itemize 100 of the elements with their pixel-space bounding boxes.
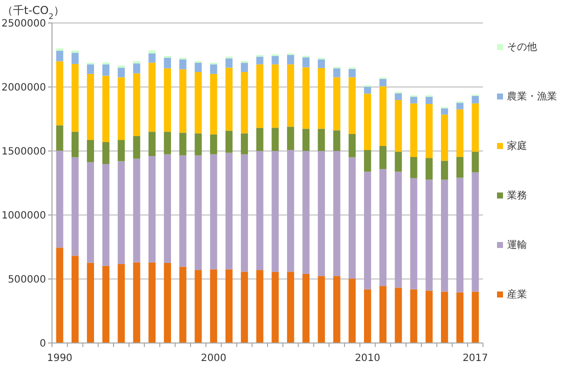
bar <box>225 130 233 153</box>
bar <box>72 157 79 256</box>
bar <box>287 126 294 150</box>
y-tick-label: 0 <box>40 338 46 350</box>
bar <box>410 289 418 343</box>
bar <box>118 65 125 68</box>
x-tick-label: 2017 <box>462 353 488 364</box>
bar <box>440 114 448 161</box>
bar <box>133 73 140 136</box>
bar <box>256 128 264 151</box>
bar <box>302 128 310 151</box>
bar <box>72 256 79 343</box>
bar <box>394 93 402 100</box>
bar <box>164 154 171 263</box>
bar <box>72 132 79 158</box>
bar <box>179 266 186 343</box>
x-tick-label: 2000 <box>200 353 226 364</box>
bar <box>133 158 140 262</box>
bar <box>102 142 110 164</box>
bar <box>318 151 325 276</box>
bar <box>287 55 294 64</box>
bar <box>379 86 386 146</box>
bar <box>256 64 264 128</box>
bar <box>456 178 464 292</box>
bar <box>148 132 156 156</box>
bar <box>164 68 171 132</box>
bar <box>133 63 140 74</box>
bar <box>426 104 433 158</box>
bar <box>210 269 218 343</box>
bar <box>225 58 233 68</box>
bar <box>133 136 140 159</box>
bar <box>179 59 186 70</box>
bar <box>302 67 310 129</box>
bar <box>287 150 294 272</box>
bar <box>426 290 433 343</box>
x-tick-label: 1990 <box>46 353 72 364</box>
bar <box>348 278 356 343</box>
bar <box>394 152 402 172</box>
bar <box>318 59 325 68</box>
bar <box>364 150 372 172</box>
bar <box>472 172 479 292</box>
bar <box>456 157 464 178</box>
bar <box>210 74 218 134</box>
bar <box>102 266 110 343</box>
bar <box>148 50 156 54</box>
bar <box>210 134 218 154</box>
bar <box>210 64 218 74</box>
bar <box>225 68 233 131</box>
bar <box>472 103 479 152</box>
legend-label: 農業・漁業 <box>507 90 557 102</box>
bar <box>148 156 156 262</box>
bar <box>472 152 479 172</box>
bar <box>194 72 202 134</box>
bar <box>456 109 464 158</box>
bar <box>318 68 325 129</box>
bar <box>240 154 248 272</box>
x-tick-label: 2010 <box>354 353 380 364</box>
bar <box>333 276 340 343</box>
bar <box>302 151 310 274</box>
bar <box>410 96 418 104</box>
bar <box>240 133 248 154</box>
legend-label: 運輸 <box>507 239 527 251</box>
bar <box>318 276 325 343</box>
bar <box>394 100 402 152</box>
bar <box>426 180 433 291</box>
bar <box>86 262 94 343</box>
bar <box>148 53 156 63</box>
bar <box>272 64 279 128</box>
bar <box>56 125 64 151</box>
bar <box>472 292 479 343</box>
y-axis-title: （千t-CO$_{2}$） <box>2 4 65 20</box>
bar <box>102 64 110 76</box>
bar <box>118 264 125 343</box>
bar <box>86 64 94 74</box>
bar <box>118 140 125 162</box>
legend-label: 産業 <box>507 288 527 300</box>
bar <box>102 164 110 266</box>
bar <box>379 78 386 86</box>
bar <box>225 269 233 343</box>
bar <box>348 157 356 279</box>
bar <box>333 68 340 78</box>
bar <box>56 61 64 126</box>
bar <box>379 169 386 286</box>
bar <box>394 288 402 343</box>
bar <box>148 62 156 132</box>
bar <box>164 58 171 68</box>
bar <box>410 103 418 158</box>
bar <box>164 132 171 154</box>
bar <box>118 77 125 140</box>
bar <box>194 133 202 156</box>
bar <box>456 102 464 110</box>
bar <box>56 248 64 343</box>
bar <box>440 292 448 343</box>
bar <box>133 262 140 343</box>
bar <box>456 292 464 343</box>
bar <box>272 56 279 64</box>
bar <box>102 76 110 142</box>
bar <box>240 72 248 134</box>
bar <box>179 155 186 267</box>
bar <box>287 272 294 343</box>
